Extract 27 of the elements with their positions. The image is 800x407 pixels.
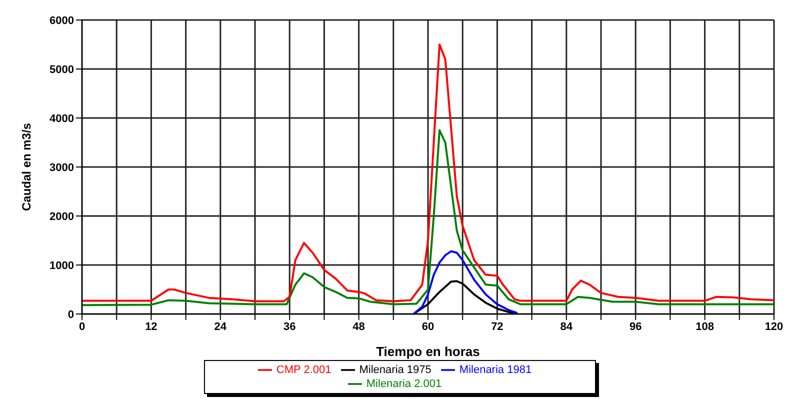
- x-tick-label: 0: [78, 320, 86, 333]
- x-tick-label: 36: [283, 320, 296, 333]
- x-tick-label: 12: [145, 320, 158, 333]
- y-tick-label: 1000: [50, 260, 74, 272]
- y-axis-title: Caudal en m3/s: [19, 122, 34, 212]
- x-axis-title: Tiempo en horas: [376, 344, 480, 359]
- x-tick-label: 72: [491, 320, 504, 333]
- line-series: [412, 250, 518, 314]
- x-tick-label: 24: [214, 320, 228, 333]
- x-tick-label: 120: [764, 320, 784, 333]
- y-tick-label: 5000: [50, 64, 74, 76]
- x-tick-label: 60: [422, 320, 434, 333]
- line-series: [82, 44, 774, 302]
- x-tick-label: 96: [629, 320, 642, 333]
- legend-label: CMP 2.001: [276, 364, 332, 376]
- y-tick-label: 4000: [50, 112, 74, 125]
- legend-label: Milenaria 1975: [359, 364, 432, 376]
- x-tick-label: 48: [352, 320, 365, 333]
- x-tick-label: 84: [560, 320, 574, 333]
- y-tick-label: 6000: [50, 14, 74, 27]
- y-tick-label: 0: [68, 308, 74, 321]
- line-series: [82, 129, 774, 306]
- y-tick-label: 3000: [50, 162, 74, 174]
- y-tick-label: 2000: [50, 210, 74, 223]
- x-tick-label: 108: [696, 320, 714, 333]
- legend-label: Milenaria 1981: [459, 364, 532, 376]
- legend-label: Milenaria 2.001: [366, 378, 442, 390]
